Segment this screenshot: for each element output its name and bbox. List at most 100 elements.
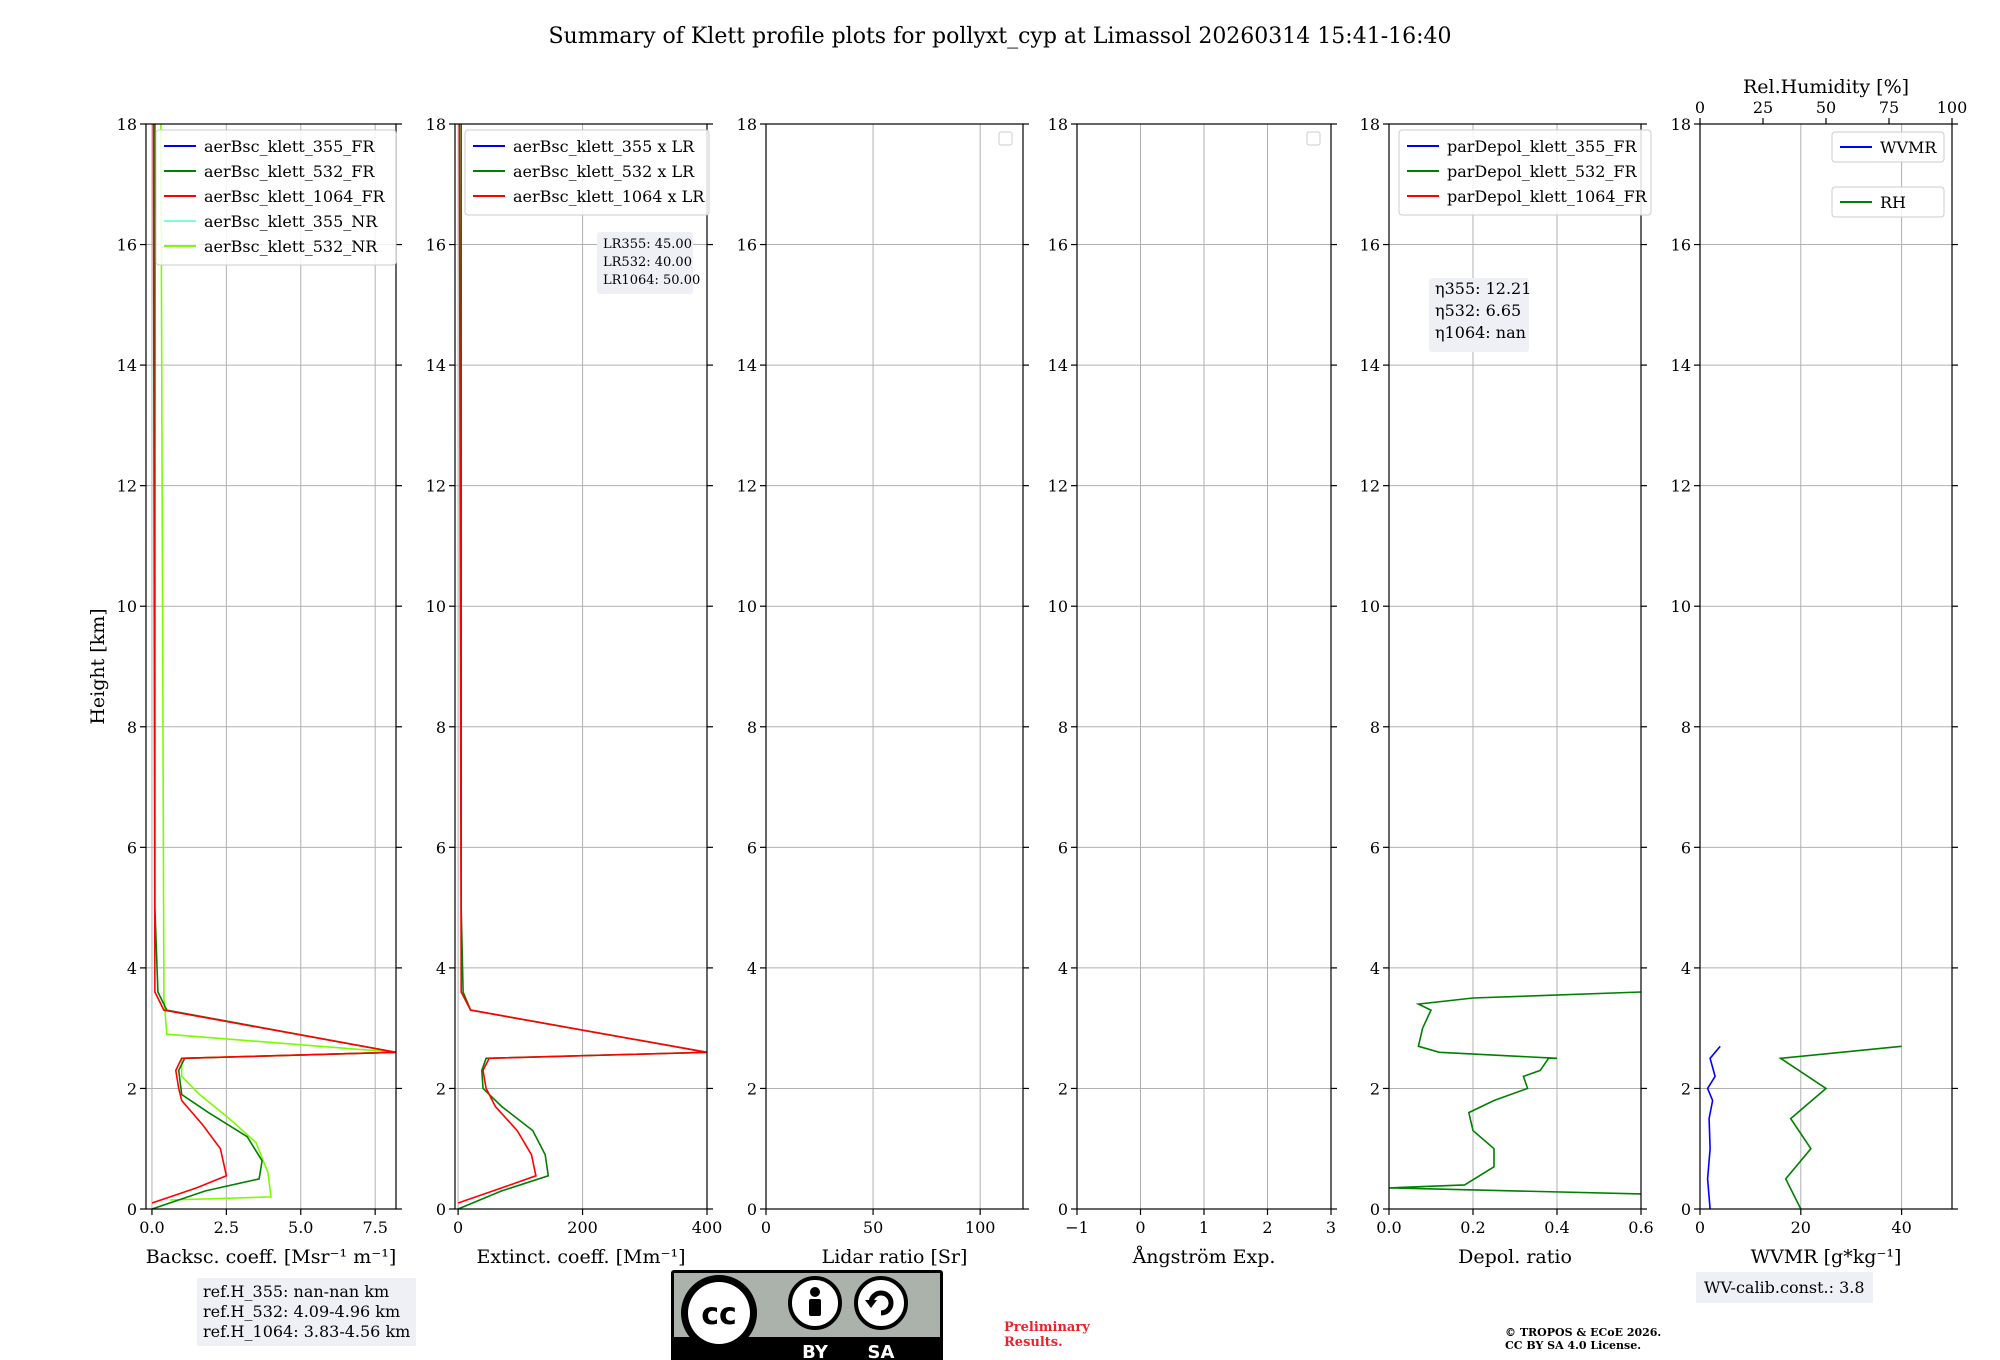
legend-label: RH bbox=[1880, 193, 1906, 212]
y-tick-label: 18 bbox=[117, 115, 137, 134]
y-tick-label: 16 bbox=[117, 236, 137, 255]
panel-1: 0 2 4 6 8 10 12 14 16 18 0.0 2.5 5.0 7.5 Backsc. coeff… bbox=[87, 115, 402, 1268]
y-tick-label: 18 bbox=[1671, 115, 1691, 134]
x2-axis-label: Rel.Humidity [%] bbox=[1743, 76, 1909, 98]
x-tick-label: 200 bbox=[567, 1218, 598, 1237]
x2-tick-label: 0 bbox=[1695, 98, 1705, 117]
x-tick-label: 40 bbox=[1891, 1218, 1911, 1237]
legend-label: aerBsc_klett_355_FR bbox=[204, 137, 375, 156]
legend-label: aerBsc_klett_532 x LR bbox=[513, 162, 695, 181]
annotation-text: η1064: nan bbox=[1435, 323, 1526, 342]
y-tick-label: 0 bbox=[1370, 1200, 1380, 1219]
x-tick-label: 3 bbox=[1326, 1218, 1336, 1237]
figure-title: Summary of Klett profile plots for polly… bbox=[548, 24, 1451, 49]
series-line-aerBsc_klett_1064 x LR bbox=[457, 123, 708, 1204]
x2-tick-label: 75 bbox=[1879, 98, 1899, 117]
y-tick-label: 4 bbox=[1058, 959, 1068, 978]
y-tick-label: 10 bbox=[426, 597, 446, 616]
legend-label: aerBsc_klett_532_FR bbox=[204, 162, 375, 181]
y-tick-label: 6 bbox=[127, 838, 137, 857]
y-tick-label: 12 bbox=[1360, 477, 1380, 496]
copyright-line-1: © TROPOS & ECoE 2026. bbox=[1505, 1326, 1662, 1339]
legend-label: aerBsc_klett_532_NR bbox=[204, 237, 378, 256]
x-axis-label: Extinct. coeff. [Mm⁻¹] bbox=[476, 1246, 685, 1268]
y-tick-label: 12 bbox=[1048, 477, 1068, 496]
ref-height-532: ref.H_532: 4.09-4.96 km bbox=[203, 1302, 401, 1321]
preliminary-note: Preliminary Results. bbox=[1004, 1320, 1124, 1350]
x-tick-label: 100 bbox=[965, 1218, 996, 1237]
annotation-text: η355: 12.21 bbox=[1435, 279, 1531, 298]
annotation-text: η532: 6.65 bbox=[1435, 301, 1521, 320]
series-line-aerBsc_klett_532_FR bbox=[151, 124, 397, 1210]
x-tick-label: 2.5 bbox=[214, 1218, 239, 1237]
y-tick-label: 8 bbox=[747, 718, 757, 737]
empty-legend-box bbox=[1306, 131, 1321, 146]
cc-by-sa-badge: cc BY SA bbox=[671, 1270, 943, 1360]
y-tick-label: 8 bbox=[436, 718, 446, 737]
annotation-text: LR1064: 50.00 bbox=[603, 273, 700, 288]
x-tick-label: −1 bbox=[1065, 1218, 1089, 1237]
y-tick-label: 6 bbox=[1681, 838, 1691, 857]
series-line-WVMR bbox=[1706, 1045, 1721, 1210]
x-axis-label: WVMR [g*kg⁻¹] bbox=[1751, 1246, 1902, 1268]
x-tick-label: 0 bbox=[761, 1218, 771, 1237]
panel-2: 0 2 4 6 8 10 12 14 16 18 0 200 400 Extinct. coeff. [M… bbox=[426, 115, 723, 1268]
legend-box bbox=[1398, 129, 1652, 216]
y-tick-label: 4 bbox=[747, 959, 757, 978]
axes-frame bbox=[1388, 123, 1642, 1210]
y-tick-label: 0 bbox=[1058, 1200, 1068, 1219]
sa-label: SA bbox=[868, 1342, 895, 1360]
y-tick-label: 10 bbox=[117, 597, 137, 616]
y-tick-label: 0 bbox=[436, 1200, 446, 1219]
legend-label: parDepol_klett_532_FR bbox=[1447, 162, 1638, 181]
x-tick-label: 2 bbox=[1262, 1218, 1272, 1237]
x-tick-label: 0 bbox=[1135, 1218, 1145, 1237]
y-tick-label: 16 bbox=[1360, 236, 1380, 255]
y-tick-label: 8 bbox=[1058, 718, 1068, 737]
y-tick-label: 0 bbox=[747, 1200, 757, 1219]
x-tick-label: 50 bbox=[863, 1218, 883, 1237]
legend-label: aerBsc_klett_1064 x LR bbox=[513, 187, 705, 206]
ref-height-355: ref.H_355: nan-nan km bbox=[203, 1282, 390, 1301]
y-tick-label: 0 bbox=[127, 1200, 137, 1219]
x-tick-label: 400 bbox=[692, 1218, 723, 1237]
legend-box bbox=[155, 129, 397, 266]
y-tick-label: 2 bbox=[1681, 1079, 1691, 1098]
x-tick-label: 5.0 bbox=[288, 1218, 313, 1237]
y-tick-label: 14 bbox=[1048, 356, 1068, 375]
annotation-box bbox=[1429, 278, 1529, 352]
axes-frame bbox=[765, 123, 1024, 1210]
y-tick-label: 4 bbox=[436, 959, 446, 978]
y-tick-label: 12 bbox=[117, 477, 137, 496]
by-label: BY bbox=[802, 1342, 829, 1360]
x2-tick-label: 50 bbox=[1816, 98, 1836, 117]
y-tick-label: 12 bbox=[426, 477, 446, 496]
y-tick-label: 2 bbox=[127, 1079, 137, 1098]
axes-frame bbox=[145, 123, 397, 1210]
y-tick-label: 12 bbox=[1671, 477, 1691, 496]
y-tick-label: 8 bbox=[1681, 718, 1691, 737]
panel-3: 0 2 4 6 8 10 12 14 16 18 0 50 100 Lidar ratio [Sr] bbox=[737, 115, 1029, 1268]
copyright-line-2: CC BY SA 4.0 License. bbox=[1505, 1339, 1642, 1352]
reference-heights-box: ref.H_355: nan-nan km ref.H_532: 4.09-4.… bbox=[197, 1278, 417, 1346]
y-tick-label: 8 bbox=[127, 718, 137, 737]
y-tick-label: 10 bbox=[737, 597, 757, 616]
y-tick-label: 18 bbox=[426, 115, 446, 134]
y-tick-label: 6 bbox=[436, 838, 446, 857]
legend-label: parDepol_klett_1064_FR bbox=[1447, 187, 1648, 206]
y-tick-label: 18 bbox=[737, 115, 757, 134]
y-tick-label: 10 bbox=[1048, 597, 1068, 616]
legend-label: aerBsc_klett_355 x LR bbox=[513, 137, 695, 156]
wv-calib-box: WV-calib.const.: 3.8 bbox=[1696, 1272, 1873, 1303]
panel-5: 0 2 4 6 8 10 12 14 16 18 0.0 0.2 0.4 0.6 Depol. ratio p… bbox=[1360, 115, 1654, 1268]
series-line-RH bbox=[1778, 1045, 1902, 1210]
y-tick-label: 16 bbox=[737, 236, 757, 255]
series-line-parDepol_klett_532_FR bbox=[1388, 991, 1642, 1195]
cc-badge-text: cc bbox=[701, 1297, 737, 1332]
x-tick-label: 0 bbox=[453, 1218, 463, 1237]
empty-legend-box bbox=[998, 131, 1013, 146]
y-tick-label: 16 bbox=[426, 236, 446, 255]
y-tick-label: 4 bbox=[127, 959, 137, 978]
